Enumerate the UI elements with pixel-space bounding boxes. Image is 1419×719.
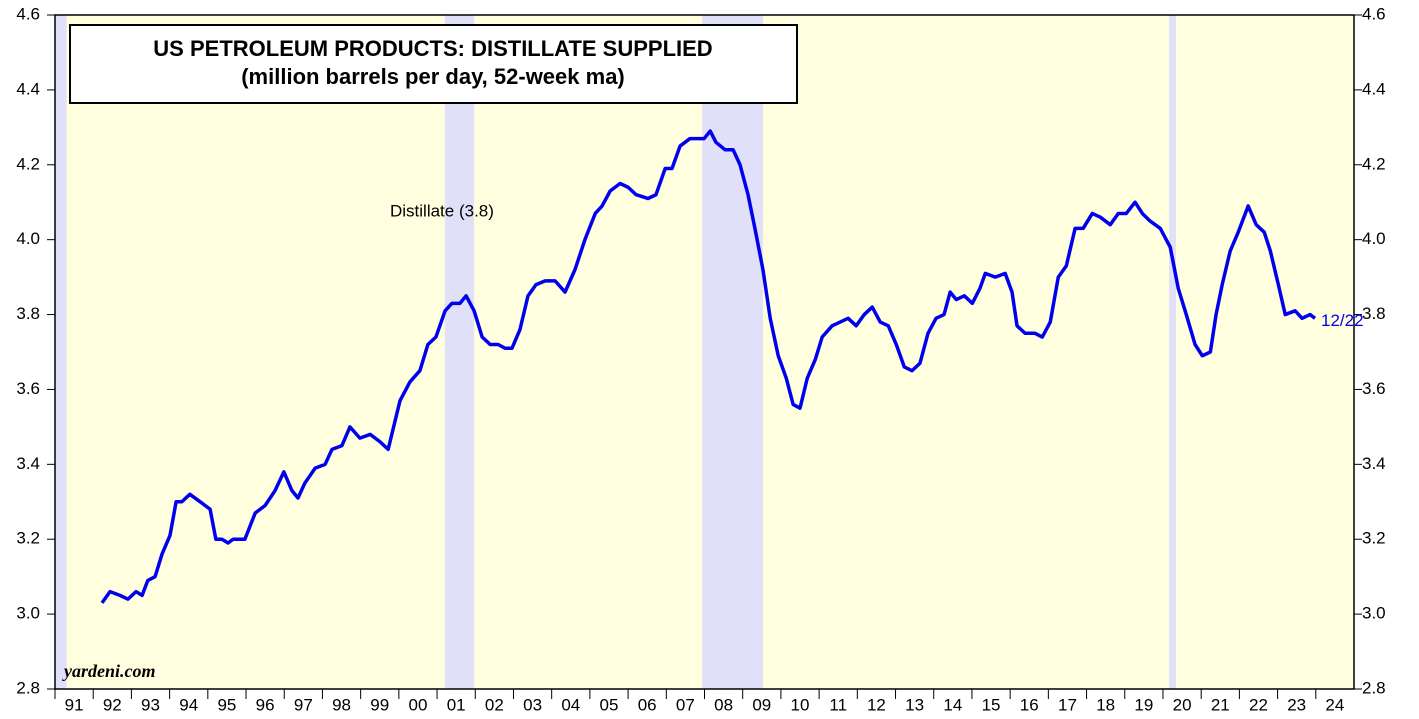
y2-tick-label: 4.4 bbox=[1362, 79, 1386, 98]
y2-tick-label: 4.2 bbox=[1362, 154, 1386, 173]
source: yardeni.com bbox=[62, 661, 156, 681]
x-tick-label: 05 bbox=[600, 695, 619, 714]
x-tick-label: 19 bbox=[1134, 695, 1153, 714]
annotation: Distillate (3.8) bbox=[390, 201, 494, 220]
shaded-period bbox=[55, 15, 67, 689]
x-tick-label: 94 bbox=[179, 695, 198, 714]
y2-tick-label: 3.0 bbox=[1362, 604, 1386, 623]
title-box bbox=[69, 24, 798, 104]
x-tick-label: 93 bbox=[141, 695, 160, 714]
x-tick-label: 20 bbox=[1173, 695, 1192, 714]
x-tick-label: 95 bbox=[217, 695, 236, 714]
x-tick-label: 24 bbox=[1325, 695, 1344, 714]
x-tick-label: 06 bbox=[638, 695, 657, 714]
x-tick-label: 92 bbox=[103, 695, 122, 714]
x-tick-label: 04 bbox=[561, 695, 580, 714]
x-tick-label: 03 bbox=[523, 695, 542, 714]
y-tick-label: 4.4 bbox=[16, 79, 40, 98]
x-tick-label: 91 bbox=[65, 695, 84, 714]
x-tick-label: 12 bbox=[867, 695, 886, 714]
y-tick-label: 2.8 bbox=[16, 678, 40, 697]
y-tick-label: 4.6 bbox=[16, 4, 40, 23]
y2-tick-label: 2.8 bbox=[1362, 678, 1386, 697]
x-tick-label: 09 bbox=[752, 695, 771, 714]
shaded-period bbox=[444, 15, 475, 689]
x-tick-label: 02 bbox=[485, 695, 504, 714]
x-tick-label: 07 bbox=[676, 695, 695, 714]
chart-subtitle: (million barrels per day, 52-week ma) bbox=[241, 64, 625, 89]
y-tick-label: 3.0 bbox=[16, 604, 40, 623]
x-tick-label: 01 bbox=[447, 695, 466, 714]
end-label: 12/22 bbox=[1321, 311, 1364, 330]
x-tick-label: 16 bbox=[1020, 695, 1039, 714]
y-tick-label: 3.8 bbox=[16, 304, 40, 323]
x-tick-label: 18 bbox=[1096, 695, 1115, 714]
y-tick-label: 4.2 bbox=[16, 154, 40, 173]
y2-tick-label: 3.8 bbox=[1362, 304, 1386, 323]
y-tick-label: 3.2 bbox=[16, 529, 40, 548]
y-tick-label: 3.6 bbox=[16, 379, 40, 398]
y2-tick-label: 4.6 bbox=[1362, 4, 1386, 23]
x-tick-label: 96 bbox=[256, 695, 275, 714]
x-tick-label: 98 bbox=[332, 695, 351, 714]
x-tick-label: 22 bbox=[1249, 695, 1268, 714]
x-tick-label: 21 bbox=[1211, 695, 1230, 714]
y-tick-label: 4.0 bbox=[16, 229, 40, 248]
x-tick-label: 00 bbox=[408, 695, 427, 714]
y2-tick-label: 3.6 bbox=[1362, 379, 1386, 398]
x-tick-label: 14 bbox=[943, 695, 962, 714]
y2-tick-label: 4.0 bbox=[1362, 229, 1386, 248]
x-tick-label: 99 bbox=[370, 695, 389, 714]
y2-tick-label: 3.4 bbox=[1362, 454, 1386, 473]
x-tick-label: 10 bbox=[791, 695, 810, 714]
shaded-period bbox=[702, 15, 763, 689]
y-tick-label: 3.4 bbox=[16, 454, 40, 473]
x-tick-label: 97 bbox=[294, 695, 313, 714]
chart-title: US PETROLEUM PRODUCTS: DISTILLATE SUPPLI… bbox=[153, 36, 712, 61]
x-tick-label: 11 bbox=[829, 695, 847, 714]
x-tick-label: 13 bbox=[905, 695, 924, 714]
shaded-period bbox=[1169, 15, 1176, 689]
y2-tick-label: 3.2 bbox=[1362, 529, 1386, 548]
series-line bbox=[100, 129, 1317, 604]
x-tick-label: 08 bbox=[714, 695, 733, 714]
x-tick-label: 15 bbox=[982, 695, 1001, 714]
x-tick-label: 23 bbox=[1287, 695, 1306, 714]
x-tick-label: 17 bbox=[1058, 695, 1077, 714]
